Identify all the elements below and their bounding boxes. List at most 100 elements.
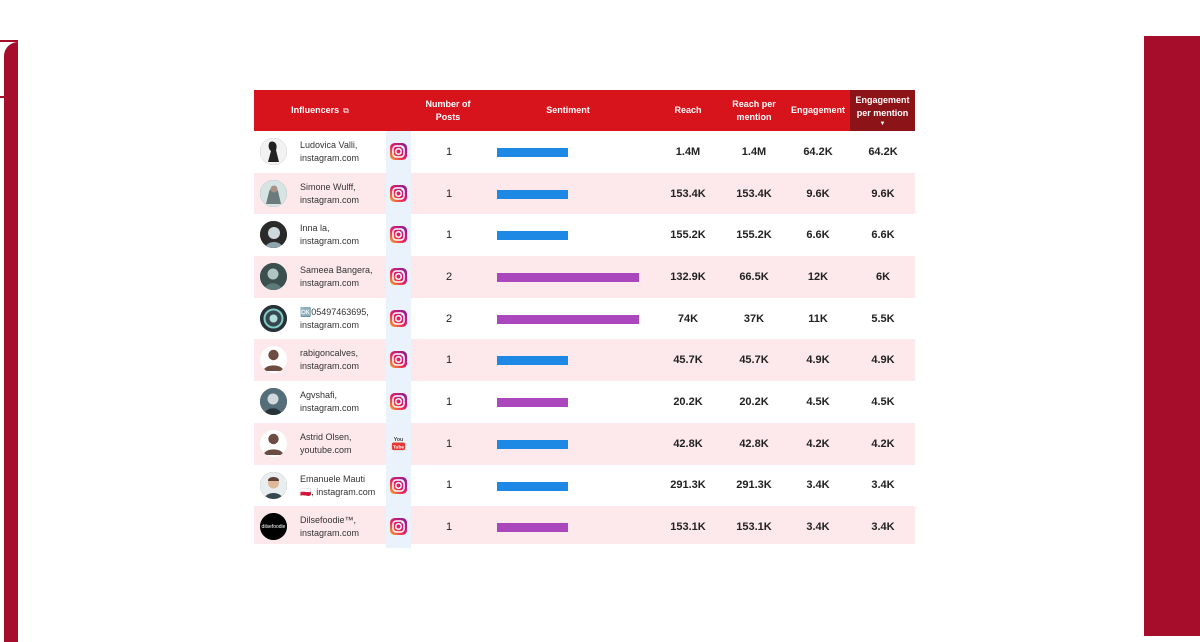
influencer-source: , instagram.com (311, 486, 376, 497)
external-link-icon[interactable]: ⧉ (343, 106, 349, 115)
engagement-value: 6.6K (806, 229, 830, 242)
engagement-per-mention-value: 64.2K (868, 145, 898, 158)
header-reach[interactable]: Reach (674, 105, 702, 115)
instagram-icon[interactable] (389, 309, 408, 328)
sentiment-bar-positive[interactable] (497, 148, 568, 157)
number-of-posts: 1 (445, 229, 453, 242)
sentiment-bar-positive[interactable] (497, 481, 568, 491)
instagram-icon[interactable] (389, 267, 408, 286)
influencer-name-link[interactable]: Sameea Bangera, instagram.com (300, 264, 384, 290)
reach-per-mention-value: 20.2K (739, 395, 769, 408)
reach-value: 153.4K (670, 187, 706, 200)
influencer-name: Astrid Olsen, youtube.com (300, 431, 352, 455)
number-of-posts: 1 (445, 479, 453, 492)
header-influencers[interactable]: Influencers ⧉ (254, 90, 386, 131)
influencer-name-link[interactable]: Inna la, instagram.com (300, 222, 384, 248)
influencer-name: Ludovica Valli, instagram.com (300, 140, 360, 163)
influencer-name-link[interactable]: Emanuele Mauti 🇵🇱, instagram.com (300, 473, 384, 499)
reach-per-mention-value: 1.4M (741, 145, 767, 158)
engagement-value: 9.6K (806, 187, 830, 200)
instagram-icon[interactable] (389, 392, 408, 411)
instagram-icon[interactable] (389, 517, 408, 536)
avatar[interactable] (260, 304, 287, 332)
table-row[interactable]: rabigoncalves, instagram.com 1 45.7K 45.7K 4… (254, 339, 915, 382)
youtube-icon[interactable]: You Tube (389, 434, 408, 453)
decorative-line (0, 40, 18, 42)
sentiment-bar-positive[interactable] (497, 189, 568, 199)
instagram-icon[interactable] (389, 184, 408, 203)
table-row[interactable]: Astrid Olsen, youtube.com You Tube 1 42.8K 42… (254, 422, 915, 465)
engagement-value: 4.5K (806, 395, 830, 408)
instagram-icon[interactable] (389, 142, 408, 161)
table-row[interactable]: Ludovica Valli, instagram.com 1 1.4M 1.4M 64… (254, 131, 915, 173)
table-row[interactable]: dilsefoodie Dilsefoodie™, instagram.com 1 1… (254, 506, 915, 548)
reach-per-mention-value: 42.8K (739, 437, 769, 450)
header-engagement[interactable]: Engagement (790, 105, 845, 115)
decorative-left-panel (4, 42, 18, 642)
influencer-name-link[interactable]: Ludovica Valli, instagram.com (300, 139, 384, 165)
number-of-posts: 2 (445, 270, 453, 283)
influencer-name-link[interactable]: rabigoncalves, instagram.com (300, 347, 384, 373)
avatar[interactable] (260, 179, 287, 207)
avatar[interactable] (260, 388, 287, 416)
default-avatar-icon[interactable] (260, 346, 287, 374)
svg-text:You: You (394, 437, 403, 443)
sentiment-bar-positive[interactable] (497, 231, 568, 241)
header-engagement-per-mention[interactable]: Engagement per mention ▼ (850, 90, 915, 131)
influencer-name-link[interactable]: Astrid Olsen, youtube.com (300, 431, 384, 457)
header-sentiment[interactable]: Sentiment (546, 105, 590, 115)
influencer-name-link[interactable]: 🆗05497463695, instagram.com (300, 306, 384, 332)
platform-cell: You Tube (386, 422, 411, 465)
platform-cell (386, 214, 411, 257)
header-influencers-label: Influencers (291, 105, 340, 115)
influencer-name: Emanuele Mauti (300, 473, 366, 484)
engagement-value: 64.2K (803, 145, 833, 158)
table-row[interactable]: Inna la, instagram.com 1 155.2K 155.2K 6.6K 6… (254, 214, 915, 257)
table-row[interactable]: Emanuele Mauti 🇵🇱, instagram.com 1 291.3K 29… (254, 464, 915, 507)
instagram-icon[interactable] (389, 225, 408, 244)
instagram-icon[interactable] (389, 350, 408, 369)
reach-per-mention-value: 291.3K (736, 479, 772, 492)
reach-value: 45.7K (673, 354, 703, 367)
engagement-per-mention-value: 9.6K (871, 187, 895, 200)
table-row[interactable]: Sameea Bangera, instagram.com 2 132.9K 66.5… (254, 256, 915, 298)
sentiment-bar-positive[interactable] (497, 356, 568, 366)
sentiment-bar-neutral[interactable] (497, 398, 568, 408)
platform-cell (386, 256, 411, 298)
avatar[interactable] (260, 221, 287, 249)
sentiment-bar-positive[interactable] (497, 439, 568, 449)
avatar[interactable]: dilsefoodie (260, 513, 287, 541)
avatar[interactable] (260, 263, 287, 291)
header-reach-per-mention[interactable]: Reach per mention (732, 98, 776, 122)
default-avatar-icon[interactable] (260, 429, 287, 457)
engagement-value: 11K (808, 312, 828, 325)
engagement-per-mention-value: 4.5K (871, 395, 895, 408)
engagement-per-mention-value: 5.5K (871, 312, 895, 325)
instagram-icon[interactable] (389, 476, 408, 495)
sentiment-bar-neutral[interactable] (497, 314, 639, 324)
avatar[interactable] (260, 471, 287, 499)
header-number-of-posts[interactable]: Number of Posts (425, 98, 471, 122)
table-row[interactable]: 🆗05497463695, instagram.com 2 74K 37K 11K 5.5… (254, 297, 915, 340)
influencer-name-link[interactable]: Dilsefoodie™, instagram.com (300, 514, 384, 540)
sentiment-bar-neutral[interactable] (497, 273, 639, 283)
engagement-per-mention-value: 3.4K (871, 521, 895, 534)
engagement-value: 3.4K (806, 521, 830, 534)
number-of-posts: 1 (445, 395, 453, 408)
influencer-name: 05497463695, instagram.com (300, 306, 369, 330)
svg-text:dilsefoodie: dilsefoodie (262, 524, 286, 530)
reach-value: 42.8K (673, 437, 703, 450)
reach-per-mention-value: 45.7K (739, 354, 769, 367)
platform-cell (386, 131, 411, 173)
influencer-name: Simone Wulff, instagram.com (300, 181, 360, 205)
influencer-name: Dilsefoodie™, instagram.com (300, 515, 360, 539)
influencer-name-link[interactable]: Agvshafi, instagram.com (300, 389, 384, 415)
table-row[interactable]: Agvshafi, instagram.com 1 20.2K 20.2K 4.5K 4.… (254, 381, 915, 423)
platform-cell (386, 381, 411, 423)
influencer-name-link[interactable]: Simone Wulff, instagram.com (300, 181, 384, 207)
sentiment-bar-neutral[interactable] (497, 523, 568, 533)
reach-value: 20.2K (673, 395, 703, 408)
table-row[interactable]: Simone Wulff, instagram.com 1 153.4K 153.4K… (254, 172, 915, 215)
avatar[interactable] (260, 138, 287, 165)
engagement-per-mention-value: 6K (875, 270, 891, 283)
